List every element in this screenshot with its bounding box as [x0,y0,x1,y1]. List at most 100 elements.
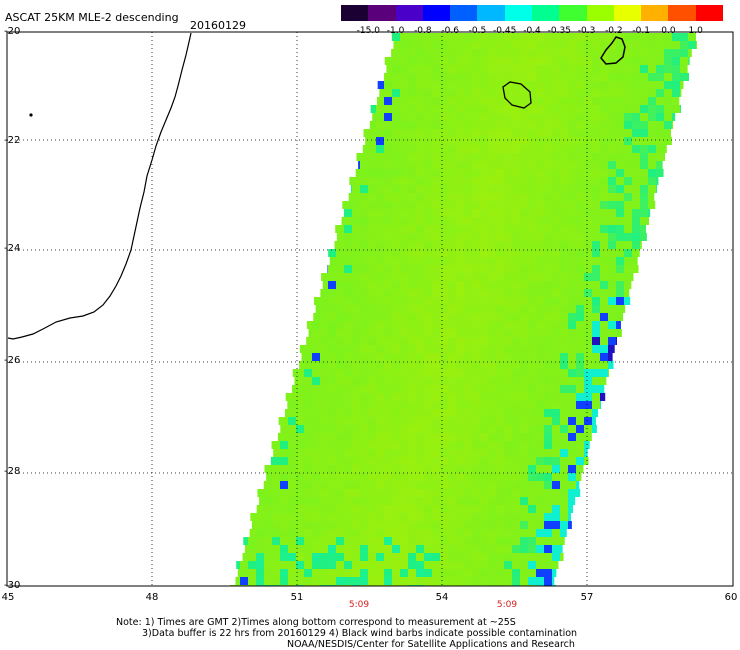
swath-pixel [504,209,512,217]
swath-pixel [424,289,432,297]
swath-pixel [424,137,432,145]
swath-pixel [608,121,616,129]
swath-pixel [592,385,600,393]
swath-pixel [328,265,336,273]
swath-pixel [248,577,256,585]
swath-pixel [632,81,640,89]
swath-pixel [304,377,312,385]
swath-pixel [448,433,456,441]
swath-pixel [616,73,624,81]
swath-pixel [528,457,536,465]
swath-pixel [536,153,544,161]
swath-pixel [440,129,448,137]
swath-pixel [632,73,640,81]
swath-pixel [376,465,384,473]
swath-pixel [392,353,400,361]
color-scale-tick-label: -0.6 [441,26,459,36]
swath-pixel [266,473,272,481]
swath-pixel [448,209,456,217]
swath-pixel [488,457,496,465]
swath-pixel [480,537,488,545]
swath-pixel [640,113,648,121]
swath-pixel [344,481,352,489]
swath-pixel [464,97,472,105]
mauritius-island [600,36,626,65]
swath-pixel [432,217,440,225]
swath-pixel [464,369,472,377]
swath-pixel [363,129,368,137]
swath-pixel [368,145,376,153]
swath-pixel [432,249,440,257]
swath-pixel [528,33,536,41]
swath-pixel [296,409,304,417]
swath-pixel [448,169,456,177]
swath-pixel [472,89,480,97]
swath-pixel [504,553,512,561]
swath-pixel [576,465,584,473]
swath-pixel [320,537,328,545]
swath-pixel [448,81,456,89]
swath-pixel [496,337,504,345]
swath-pixel [608,41,616,49]
swath-pixel [496,225,504,233]
swath-pixel [480,57,488,65]
swath-pixel [512,473,520,481]
swath-pixel [536,129,544,137]
swath-pixel [552,417,560,425]
swath-pixel [320,561,328,569]
swath-pixel [504,529,512,537]
swath-pixel [376,449,384,457]
swath-pixel [504,505,512,513]
swath-pixel [384,193,392,201]
swath-pixel [408,89,416,97]
swath-pixel [664,57,672,65]
swath-pixel [376,241,384,249]
swath-pixel [456,513,464,521]
swath-pixel [400,105,408,113]
swath-pixel [504,201,512,209]
swath-pixel [440,41,448,49]
swath-pixel [616,169,624,177]
swath-pixel [520,137,528,145]
swath-pixel [408,465,416,473]
swath-pixel [336,289,344,297]
swath-pixel [448,377,456,385]
swath-pixel [416,449,424,457]
swath-pixel [384,377,392,385]
swath-pixel [528,145,536,153]
swath-pixel [480,441,488,449]
swath-pixel [560,321,568,329]
swath-pixel [392,233,400,241]
swath-pixel [344,201,352,209]
swath-pixel [464,105,472,113]
swath-pixel [520,153,528,161]
swath-pixel [432,33,440,41]
map-date: 20160129 [190,19,246,32]
swath-pixel [360,561,368,569]
swath-pixel [616,137,624,145]
swath-pixel [616,105,624,113]
lat-lon-grid [7,32,733,586]
swath-pixel [592,161,600,169]
swath-pixel [312,521,320,529]
swath-pixel [328,521,336,529]
swath-pixel [584,33,592,41]
swath-pixel [568,129,576,137]
swath-pixel [352,249,360,257]
swath-pixel [648,65,656,73]
swath-pixel [496,537,504,545]
swath-pixel [592,337,600,345]
swath-pixel [344,505,352,513]
swath-pixel [680,57,688,65]
swath-pixel [616,257,624,265]
swath-pixel [328,289,336,297]
swath-pixel [536,225,544,233]
swath-pixel [336,489,344,497]
swath-pixel [416,521,424,529]
swath-pixel [496,433,504,441]
swath-pixel [384,553,392,561]
swath-pixel [288,537,296,545]
swath-pixel [608,321,616,329]
swath-pixel [560,513,568,521]
swath-pixel [456,345,464,353]
